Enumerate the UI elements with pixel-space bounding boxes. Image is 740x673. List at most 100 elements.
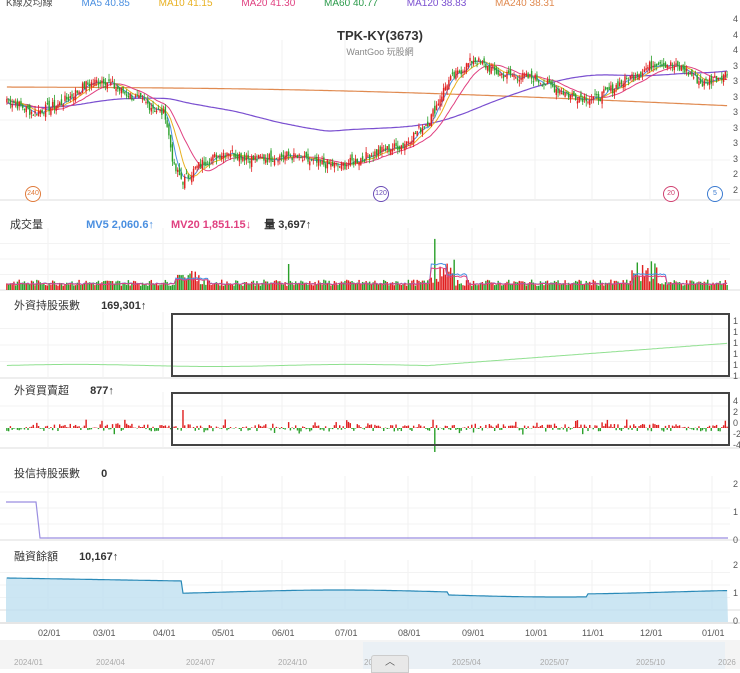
candle-body xyxy=(94,80,95,86)
foreign-holding-legend: 外資持股張數 169,301↑ xyxy=(14,297,146,313)
foreign-net-bar xyxy=(66,427,67,428)
navigator-tick-label: 2024/10 xyxy=(278,658,307,667)
candle-body xyxy=(240,153,241,160)
candle-body xyxy=(73,97,74,100)
trust-holding-line xyxy=(6,502,728,538)
foreign-net-bar xyxy=(166,427,167,428)
volume-bar xyxy=(401,285,402,290)
candle-body xyxy=(575,94,576,100)
candle-body xyxy=(31,112,32,114)
volume-bar xyxy=(105,281,106,290)
volume-bar xyxy=(436,279,437,290)
volume-bar xyxy=(431,278,432,290)
marker-ma5[interactable]: 5 xyxy=(707,186,723,202)
candle-body xyxy=(536,75,537,81)
candle-body xyxy=(640,71,641,75)
volume-bar xyxy=(117,281,118,290)
foreign-net-bar xyxy=(100,424,101,428)
candle-body xyxy=(464,71,465,73)
foreign-net-bar xyxy=(115,424,116,428)
volume-bar xyxy=(413,280,414,290)
volume-bar xyxy=(462,285,463,290)
volume-bar xyxy=(441,276,442,290)
candle-body xyxy=(637,74,638,77)
ma20-line xyxy=(7,65,727,171)
candle-body xyxy=(114,83,115,88)
volume-bar xyxy=(50,285,51,290)
candle-body xyxy=(559,91,560,94)
panel-tick-label: 1 xyxy=(733,371,738,381)
legend-ma60: MA60 40.77 xyxy=(324,0,378,9)
panel-tick-label: -4 xyxy=(733,440,740,450)
candle-body xyxy=(91,82,92,87)
candle-body xyxy=(638,74,639,80)
candle-body xyxy=(526,73,527,75)
candle-body xyxy=(124,92,125,94)
candle-body xyxy=(538,80,539,82)
foreign-net-bar xyxy=(117,423,118,428)
foreign-net-bar xyxy=(33,425,34,428)
volume-bar xyxy=(466,280,467,290)
candle-body xyxy=(610,85,611,91)
candle-body xyxy=(529,74,530,75)
selection-box-foreign-net[interactable] xyxy=(171,392,730,446)
candle-body xyxy=(249,161,250,163)
candle-body xyxy=(281,154,282,157)
legend-ma10: MA10 41.15 xyxy=(159,0,213,9)
ma10-line xyxy=(7,62,727,177)
volume-bar xyxy=(165,280,166,290)
volume-bar xyxy=(225,284,226,290)
candle-body xyxy=(10,100,11,105)
volume-bar xyxy=(580,281,581,290)
candle-body xyxy=(397,146,398,151)
candle-body xyxy=(524,75,525,76)
candle-body xyxy=(68,97,69,100)
candle-body xyxy=(163,109,164,113)
candle-body xyxy=(392,149,393,152)
candle-body xyxy=(314,158,315,159)
price-tick-label: 3 xyxy=(733,154,738,164)
volume-bar xyxy=(593,280,594,290)
top-legend: K線及均線 MA5 40.85 MA10 41.15 MA20 41.30 MA… xyxy=(6,0,581,9)
volume-bar xyxy=(36,280,37,290)
volume-bar xyxy=(365,281,366,290)
candle-body xyxy=(26,106,27,112)
selection-box-foreign-holding[interactable] xyxy=(171,313,730,377)
candle-body xyxy=(684,66,685,72)
volume-bar xyxy=(212,285,213,290)
volume-bar xyxy=(424,281,425,290)
marker-ma20[interactable]: 20 xyxy=(663,186,679,202)
candle-body xyxy=(547,80,548,84)
volume-bar xyxy=(453,260,454,290)
foreign-net-bar xyxy=(129,426,130,428)
volume-bar xyxy=(543,285,544,290)
candle-body xyxy=(711,76,712,84)
volume-bar xyxy=(663,284,664,290)
candle-body xyxy=(344,163,345,169)
foreign-net-bar xyxy=(126,424,127,428)
mv20-label: MV20 1,851.15↓ xyxy=(171,219,251,231)
volume-bar xyxy=(522,281,523,290)
candle-body xyxy=(191,176,192,182)
volume-bar xyxy=(202,284,203,290)
marker-ma240[interactable]: 240 xyxy=(25,186,41,202)
candle-body xyxy=(188,175,189,178)
volume-bar xyxy=(177,275,178,290)
marker-ma120[interactable]: 120 xyxy=(373,186,389,202)
candle-body xyxy=(501,74,502,75)
volume-bar xyxy=(726,285,727,290)
candle-body xyxy=(550,81,551,85)
foreign-net-bar xyxy=(20,428,21,429)
candle-body xyxy=(98,83,99,85)
price-tick-label: 3 xyxy=(733,123,738,133)
navigator-collapse-button[interactable]: ︿ xyxy=(371,655,409,673)
volume-bar xyxy=(712,283,713,290)
panel-tick-label: 2 xyxy=(733,479,738,489)
foreign-net-bar xyxy=(17,428,18,430)
candle-body xyxy=(357,159,358,163)
x-tick-label: 07/01 xyxy=(335,628,358,638)
volume-bar xyxy=(404,284,405,290)
candle-body xyxy=(446,85,447,90)
volume-bar xyxy=(226,281,227,290)
candle-body xyxy=(38,110,39,116)
